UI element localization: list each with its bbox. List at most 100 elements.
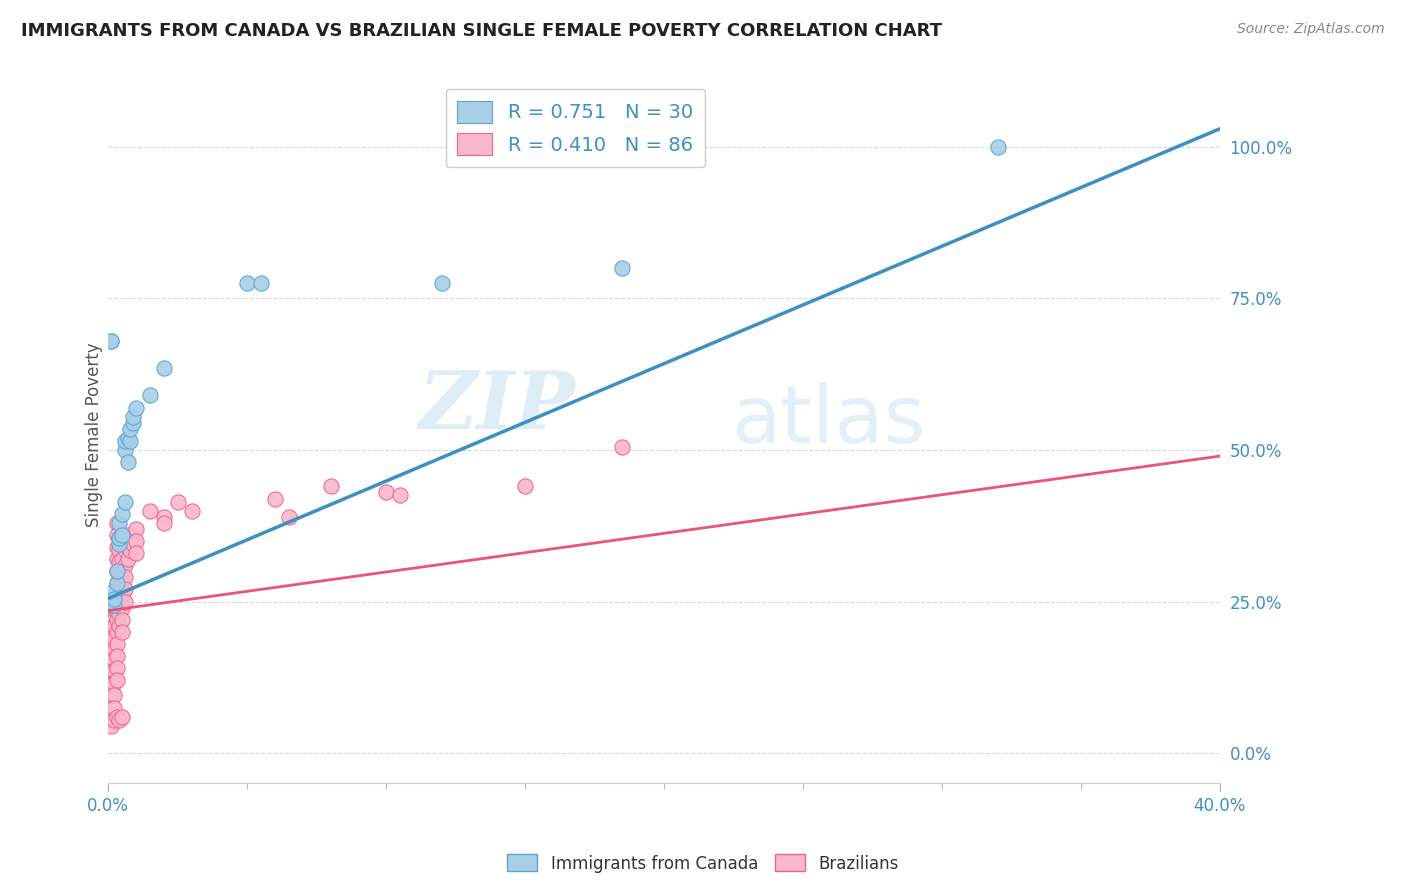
Point [105, 661, 128, 675]
Point [117, 528, 139, 542]
Point [114, 443, 136, 458]
Point [111, 624, 134, 639]
Point [100, 682, 122, 697]
Point [103, 598, 125, 612]
Point [103, 700, 125, 714]
Point [114, 570, 136, 584]
Point [100, 646, 122, 660]
Point [105, 564, 128, 578]
Point [105, 528, 128, 542]
Point [111, 507, 134, 521]
Point [105, 516, 128, 530]
Point [100, 591, 122, 606]
Point [105, 649, 128, 664]
Point [108, 555, 131, 569]
Point [100, 670, 122, 684]
Point [430, 277, 453, 291]
Point [103, 652, 125, 666]
Text: IMMIGRANTS FROM CANADA VS BRAZILIAN SINGLE FEMALE POVERTY CORRELATION CHART: IMMIGRANTS FROM CANADA VS BRAZILIAN SING… [21, 22, 942, 40]
Point [105, 552, 128, 566]
Point [100, 622, 122, 636]
Point [105, 589, 128, 603]
Point [114, 531, 136, 545]
Point [105, 600, 128, 615]
Point [100, 598, 122, 612]
Point [108, 516, 131, 530]
Point [100, 609, 122, 624]
Point [100, 334, 122, 348]
Point [108, 567, 131, 582]
Point [612, 261, 634, 276]
Point [117, 431, 139, 445]
Point [180, 503, 202, 517]
Point [105, 564, 128, 578]
Point [105, 613, 128, 627]
Point [108, 594, 131, 608]
Point [108, 619, 131, 633]
Point [139, 388, 162, 402]
Point [375, 485, 398, 500]
Point [513, 479, 536, 493]
Point [108, 607, 131, 621]
Point [250, 277, 273, 291]
Point [111, 613, 134, 627]
Point [100, 598, 122, 612]
Point [100, 604, 122, 618]
Point [100, 634, 122, 648]
Point [108, 531, 131, 545]
Point [108, 531, 131, 545]
Point [111, 564, 134, 578]
Point [125, 522, 148, 536]
Point [139, 503, 162, 517]
Point [105, 637, 128, 651]
Point [122, 409, 145, 424]
Point [120, 543, 142, 558]
Point [152, 509, 174, 524]
Point [152, 516, 174, 530]
Point [122, 416, 145, 430]
Point [100, 615, 122, 630]
Point [103, 631, 125, 645]
Point [111, 552, 134, 566]
Point [117, 540, 139, 554]
Text: Source: ZipAtlas.com: Source: ZipAtlas.com [1237, 22, 1385, 37]
Point [103, 600, 125, 615]
Point [103, 591, 125, 606]
Point [103, 665, 125, 679]
Point [111, 600, 134, 615]
Point [101, 585, 124, 599]
Point [125, 401, 148, 415]
Point [114, 434, 136, 448]
Point [111, 528, 134, 542]
Point [105, 624, 128, 639]
Point [100, 676, 122, 690]
Point [105, 576, 128, 591]
Point [100, 628, 122, 642]
Point [388, 488, 411, 502]
Point [103, 676, 125, 690]
Point [114, 594, 136, 608]
Point [122, 537, 145, 551]
Point [264, 491, 287, 506]
Point [103, 619, 125, 633]
Legend: R = 0.751   N = 30, R = 0.410   N = 86: R = 0.751 N = 30, R = 0.410 N = 86 [446, 89, 704, 167]
Point [105, 709, 128, 723]
Point [100, 689, 122, 703]
Point [103, 643, 125, 657]
Point [111, 576, 134, 591]
Point [114, 543, 136, 558]
Point [125, 546, 148, 560]
Point [120, 434, 142, 448]
Point [114, 494, 136, 508]
Point [125, 533, 148, 548]
Point [100, 658, 122, 673]
Point [100, 640, 122, 654]
Point [111, 589, 134, 603]
Text: ZIP: ZIP [418, 368, 575, 446]
Point [277, 509, 299, 524]
Point [100, 706, 122, 721]
Point [105, 576, 128, 591]
Point [111, 709, 134, 723]
Point [103, 713, 125, 727]
Point [108, 537, 131, 551]
